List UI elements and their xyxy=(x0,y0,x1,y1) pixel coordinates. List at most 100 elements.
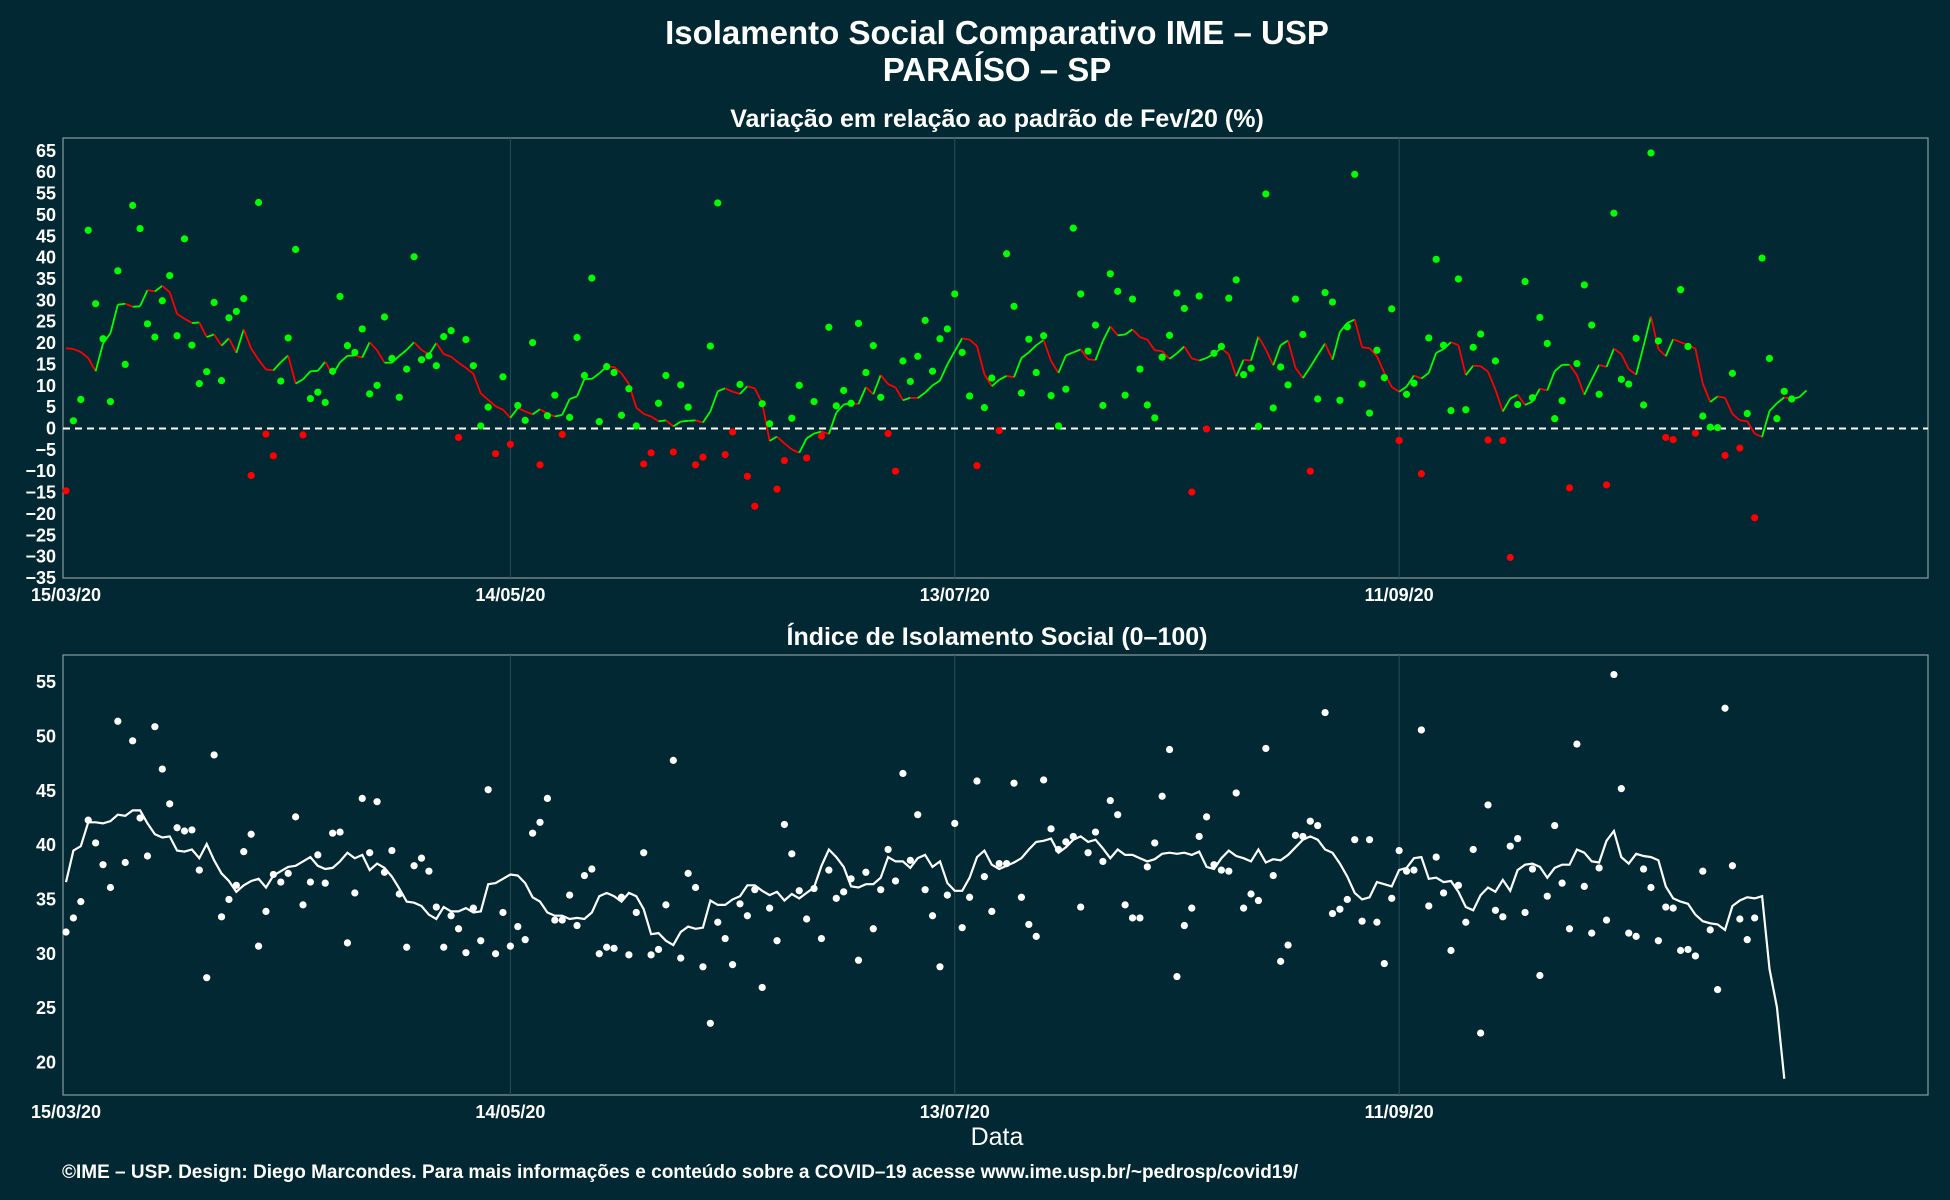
data-point xyxy=(1580,281,1588,289)
data-point xyxy=(1765,354,1774,363)
chart-title-line2: PARAÍSO – SP xyxy=(883,51,1112,88)
data-point xyxy=(1195,292,1203,300)
moving-average-segment xyxy=(695,419,704,424)
moving-average-segment xyxy=(376,349,386,364)
data-point xyxy=(99,861,107,869)
data-point xyxy=(514,923,522,931)
moving-average-segment xyxy=(1798,389,1808,398)
moving-average-segment xyxy=(717,387,726,393)
moving-average-segment xyxy=(465,367,474,375)
moving-average-segment xyxy=(747,385,756,390)
moving-average-segment xyxy=(339,355,349,363)
data-point xyxy=(462,336,470,344)
data-point xyxy=(1328,298,1337,306)
data-point xyxy=(1202,425,1211,433)
data-point xyxy=(906,856,914,864)
data-point xyxy=(936,335,944,343)
data-point xyxy=(1128,295,1137,303)
moving-average-segment xyxy=(932,379,941,387)
moving-average-segment xyxy=(835,403,845,414)
data-point xyxy=(691,883,700,892)
moving-average-segment xyxy=(569,395,578,400)
moving-average-segment xyxy=(1487,371,1497,390)
data-point xyxy=(1610,670,1618,679)
data-point xyxy=(1262,190,1270,198)
data-point xyxy=(973,462,981,470)
data-point xyxy=(758,400,766,408)
moving-average-segment xyxy=(857,386,867,405)
data-point xyxy=(1595,864,1603,872)
moving-average-segment xyxy=(272,361,282,371)
data-point xyxy=(380,868,389,876)
data-point xyxy=(1543,339,1551,348)
moving-average-segment xyxy=(761,403,771,442)
moving-average-segment xyxy=(1576,374,1586,396)
x-tick-label: 11/09/20 xyxy=(1365,585,1434,605)
moving-average-segment xyxy=(865,386,874,395)
data-point xyxy=(1314,395,1322,403)
moving-average-segment xyxy=(1605,348,1615,368)
data-point xyxy=(1573,359,1581,368)
data-point xyxy=(462,949,470,957)
data-point xyxy=(714,918,722,926)
data-point xyxy=(203,974,211,982)
data-point xyxy=(277,878,285,886)
data-point xyxy=(447,327,455,335)
data-point xyxy=(477,422,485,430)
data-point xyxy=(1669,435,1677,444)
data-point xyxy=(1395,436,1403,445)
data-point xyxy=(1351,836,1359,844)
data-point xyxy=(558,430,566,439)
data-point xyxy=(1380,959,1388,968)
data-point xyxy=(1462,406,1470,414)
data-point xyxy=(1025,920,1033,929)
data-point xyxy=(1536,971,1544,980)
data-point xyxy=(1521,277,1529,286)
moving-average-segment xyxy=(213,334,223,347)
data-point xyxy=(536,818,544,826)
moving-average-segment xyxy=(1768,402,1778,412)
moving-average-segment xyxy=(1065,351,1074,357)
data-point xyxy=(1477,330,1485,338)
y-tick-label: −15 xyxy=(25,483,56,503)
data-point xyxy=(1528,394,1537,402)
data-point xyxy=(336,828,344,836)
data-point xyxy=(1180,921,1188,930)
data-point xyxy=(366,849,374,857)
moving-average-segment xyxy=(139,289,149,307)
moving-average-segment xyxy=(1657,348,1667,357)
data-point xyxy=(291,245,300,254)
data-point xyxy=(84,226,92,234)
data-point xyxy=(1573,740,1581,748)
data-point xyxy=(99,335,107,343)
moving-average-segment xyxy=(1746,420,1756,435)
data-point xyxy=(1254,896,1263,905)
moving-average-segment xyxy=(739,385,749,395)
data-point xyxy=(1143,401,1151,409)
moving-average-segment xyxy=(635,406,645,415)
y-tick-label: 35 xyxy=(36,269,56,289)
data-point xyxy=(958,348,966,357)
moving-average-segment xyxy=(1450,341,1459,347)
data-point xyxy=(640,460,648,468)
moving-average-segment xyxy=(1427,352,1438,374)
y-tick-label: −30 xyxy=(25,547,56,567)
chart-title-line1: Isolamento Social Comparativo IME – USP xyxy=(665,14,1329,51)
data-point xyxy=(173,824,181,832)
data-point xyxy=(1217,866,1225,874)
y-tick-label: 10 xyxy=(36,376,56,396)
moving-average-segment xyxy=(1302,366,1312,379)
data-point xyxy=(1158,353,1166,361)
data-point xyxy=(795,887,803,895)
panel2-title: Índice de Isolamento Social (0–100) xyxy=(787,622,1208,651)
data-point xyxy=(573,921,581,930)
data-point xyxy=(269,452,277,460)
data-point xyxy=(1647,883,1655,892)
data-point xyxy=(1788,395,1796,403)
data-point xyxy=(1721,451,1729,459)
data-point xyxy=(1306,467,1314,475)
moving-average-segment xyxy=(1250,336,1260,361)
data-point xyxy=(77,395,85,404)
data-point xyxy=(432,362,440,370)
moving-average-segment xyxy=(1324,343,1334,361)
